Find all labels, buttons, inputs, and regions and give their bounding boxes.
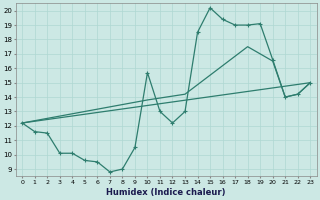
- X-axis label: Humidex (Indice chaleur): Humidex (Indice chaleur): [107, 188, 226, 197]
